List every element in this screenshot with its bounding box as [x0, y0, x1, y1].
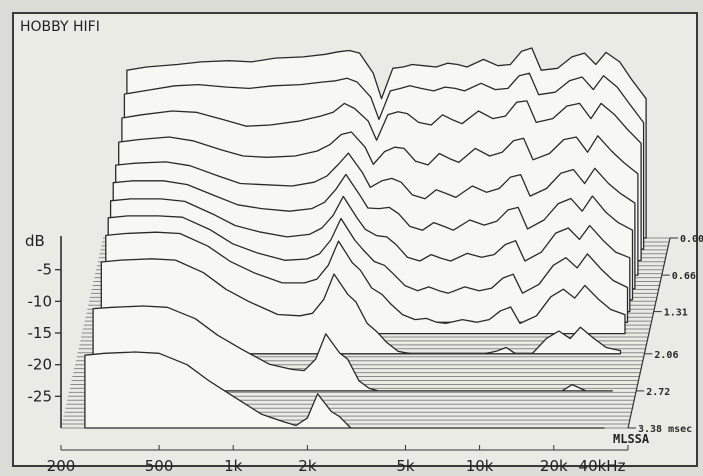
- frequency-tick-label: 500: [145, 457, 174, 475]
- time-tick-label: 0.66: [672, 271, 696, 282]
- decay-slices: [84, 47, 647, 429]
- level-tick-label: -10: [28, 292, 53, 310]
- time-axis: 0.00 0.66 1.31 2.06 2.72 3.38 msec: [627, 234, 703, 435]
- frequency-tick-label: 10k: [466, 457, 494, 475]
- time-tick-label: 1.31: [664, 308, 688, 319]
- level-axis: dB -5 -10 -15 -20 -25: [25, 232, 62, 428]
- time-tick-label: 2.72: [646, 387, 670, 398]
- level-tick-label: -5: [37, 261, 52, 279]
- analyzer-watermark: MLSSA: [613, 432, 650, 446]
- time-axis-line: [627, 237, 671, 429]
- decay-slice: [92, 305, 613, 392]
- chart-title: HOBBY HIFI: [20, 19, 100, 35]
- frequency-tick-label: 40kHz: [579, 457, 626, 475]
- decay-slice: [84, 351, 605, 429]
- time-tick-label: 3.38 msec: [638, 424, 692, 435]
- decay-slice: [100, 258, 622, 355]
- level-tick-label: -15: [28, 324, 53, 342]
- time-tick-label: 2.06: [654, 350, 678, 361]
- level-tick-label: -25: [28, 387, 53, 405]
- frequency-tick-label: 20k: [540, 457, 568, 475]
- time-tick-label: 0.00: [680, 234, 703, 245]
- level-tick-label: -20: [28, 356, 53, 374]
- frequency-axis: 200 500 1k 2k 5k 10k 20k 40kHz: [47, 445, 629, 475]
- frequency-tick-label: 1k: [224, 457, 243, 475]
- level-axis-unit: dB: [25, 232, 45, 250]
- frequency-tick-label: 5k: [396, 457, 415, 475]
- frequency-tick-label: 200: [47, 457, 76, 475]
- frequency-tick-label: 2k: [298, 457, 317, 475]
